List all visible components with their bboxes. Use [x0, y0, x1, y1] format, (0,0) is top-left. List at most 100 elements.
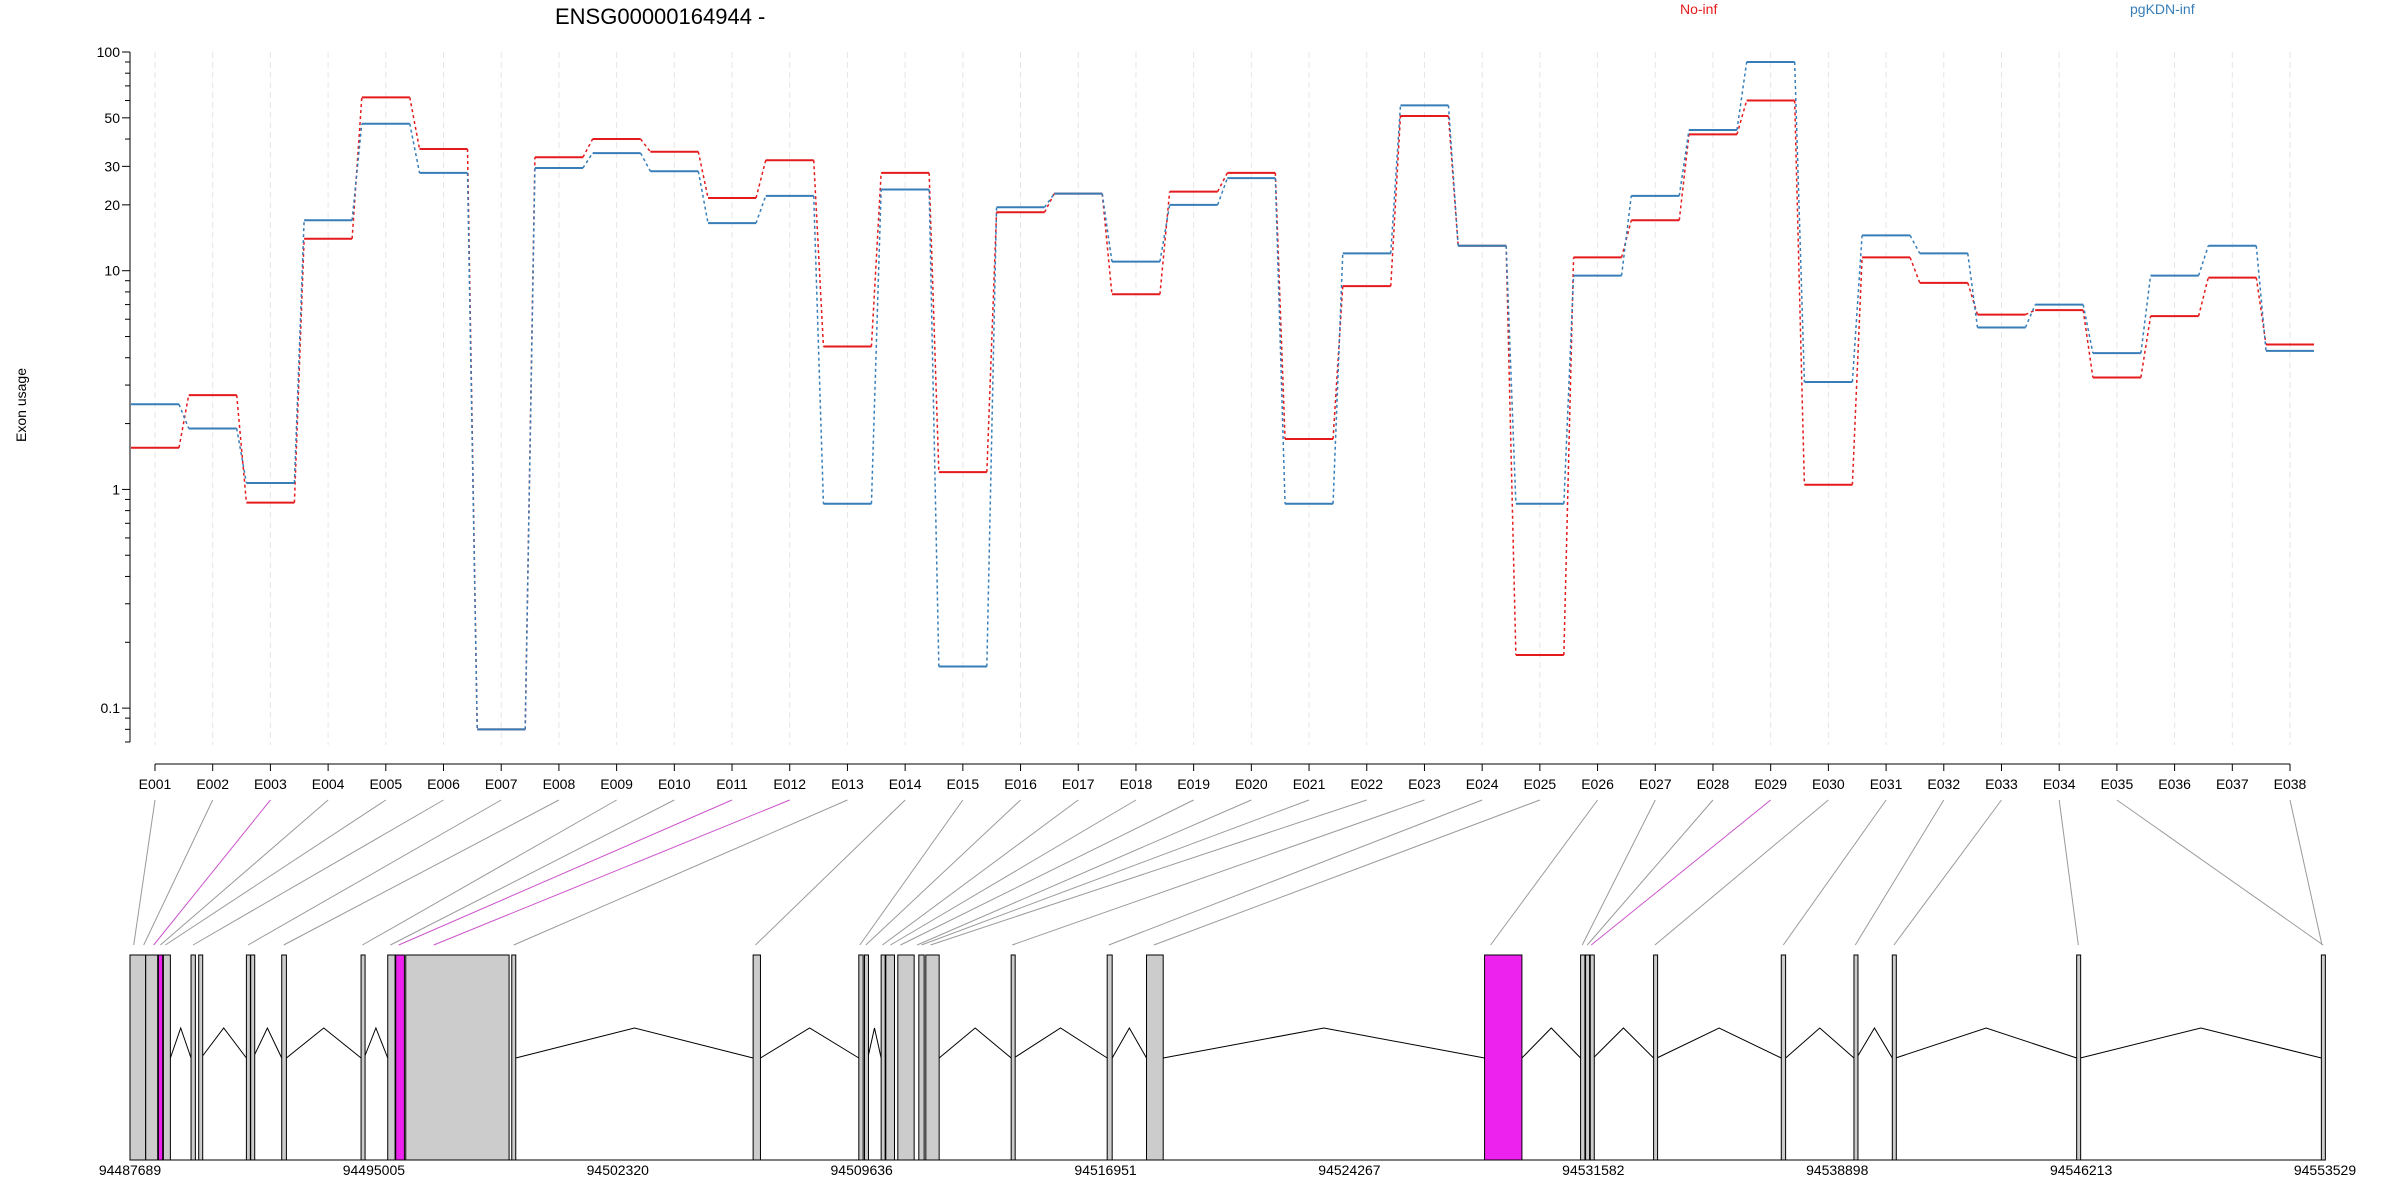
- intron-line: [1656, 1027, 1782, 1059]
- series-1-connector: [2255, 277, 2267, 345]
- series-1-connector: [1390, 115, 1402, 287]
- series-2-connector: [1274, 178, 1286, 504]
- intron-line: [1521, 1027, 1581, 1059]
- exon-label-e002: E002: [196, 776, 229, 792]
- series-1-connector: [2082, 310, 2094, 378]
- exon-label-e017: E017: [1062, 776, 1095, 792]
- series-1-connector: [2025, 309, 2036, 316]
- link-line: [921, 799, 1310, 946]
- exon-label-e015: E015: [946, 776, 979, 792]
- series-2-connector: [812, 195, 825, 504]
- link-line: [153, 799, 271, 946]
- series-1-connector: [1101, 193, 1113, 295]
- coord-tick-label: 94495005: [343, 1162, 406, 1178]
- exon-box-e012: [395, 954, 405, 1161]
- link-line: [1654, 799, 1829, 946]
- series-2-connector: [928, 189, 940, 667]
- series-1-connector: [178, 394, 190, 448]
- series-1-connector: [812, 160, 825, 347]
- link-line: [1012, 799, 1425, 946]
- link-line: [143, 799, 214, 946]
- exon-box-e029: [1589, 954, 1595, 1161]
- intron-line: [760, 1027, 860, 1059]
- intron-line: [1013, 1027, 1108, 1059]
- coord-tick-label: 94524267: [1318, 1162, 1381, 1178]
- intron-line: [1592, 1027, 1654, 1059]
- series-1-connector: [1678, 134, 1690, 221]
- link-line: [133, 799, 156, 946]
- series-1-connector: [1505, 245, 1517, 655]
- series-2-connector: [697, 171, 709, 224]
- exon-box-e009: [281, 954, 287, 1161]
- exon-label-e018: E018: [1120, 776, 1153, 792]
- series-1-connector: [582, 138, 594, 158]
- exon-label-e024: E024: [1466, 776, 1499, 792]
- series-2-connector: [2024, 304, 2036, 328]
- series-2-connector: [178, 404, 190, 429]
- exon-box-e025: [1146, 954, 1164, 1161]
- series-2-connector: [1967, 253, 1979, 328]
- exon-box-e026: [1484, 954, 1523, 1161]
- series-2-connector: [2082, 304, 2094, 354]
- intron-line: [1111, 1026, 1147, 1059]
- series-2-connector: [639, 152, 651, 172]
- series-2-connector: [466, 172, 478, 730]
- series-1-connector: [1274, 172, 1286, 440]
- exon-box-e032: [1853, 954, 1859, 1161]
- exon-box-e014: [511, 954, 517, 1161]
- exon-label-e030: E030: [1812, 776, 1845, 792]
- exon-box-e001: [129, 954, 147, 1161]
- exon-label-e034: E034: [2043, 776, 2076, 792]
- grid-lines: [154, 52, 2291, 745]
- exon-label-e021: E021: [1293, 776, 1326, 792]
- exon-label-e011: E011: [716, 776, 748, 792]
- exon-box-e005: [190, 954, 196, 1161]
- link-line: [865, 799, 1021, 946]
- series-2-connector: [1332, 253, 1344, 504]
- series-1-connector: [697, 151, 709, 199]
- series-2-connector: [755, 195, 767, 224]
- series-2-connector: [1563, 275, 1575, 504]
- exon-box-e006: [198, 954, 204, 1161]
- exon-label-e008: E008: [543, 776, 576, 792]
- link-line: [1590, 799, 1771, 946]
- series-2-connector: [1851, 235, 1863, 382]
- exon-box-e004: [162, 954, 171, 1161]
- series-1-connector: [640, 138, 651, 153]
- exon-label-e016: E016: [1004, 776, 1037, 792]
- exon-label-e003: E003: [254, 776, 287, 792]
- series-2-connector: [1909, 235, 1921, 254]
- chart-title: ENSG00000164944 -: [555, 4, 765, 29]
- series-1-connector: [1909, 257, 1921, 284]
- exon-box-e030: [1653, 954, 1659, 1161]
- y-tick-label: 10: [104, 263, 120, 279]
- exon-label-e038: E038: [2274, 776, 2307, 792]
- intron-line: [200, 1027, 247, 1059]
- exon-box-e020: [897, 954, 915, 1161]
- exon-box-e015: [752, 954, 761, 1161]
- coord-tick-label: 94487689: [99, 1162, 162, 1178]
- link-line: [2116, 799, 2324, 946]
- y-tick-label: 20: [104, 197, 120, 213]
- series-1-connector: [1447, 115, 1459, 246]
- exon-label-e022: E022: [1350, 776, 1383, 792]
- series-2-connector: [2197, 245, 2210, 276]
- series-2-connector: [1678, 129, 1690, 196]
- link-line: [930, 799, 1367, 946]
- link-line: [165, 799, 387, 946]
- exon-label-e023: E023: [1408, 776, 1441, 792]
- series-1-connector: [1967, 282, 1979, 315]
- link-line: [247, 799, 502, 946]
- link-line: [2289, 799, 2323, 946]
- series-2-connector: [1736, 61, 1748, 131]
- series-2-connector: [351, 123, 363, 221]
- series-2: [131, 61, 2314, 731]
- exon-box-e022: [925, 954, 940, 1161]
- series-2-connector: [409, 123, 421, 174]
- coord-tick-label: 94509636: [831, 1162, 894, 1178]
- link-line: [755, 799, 906, 946]
- exon-label-e029: E029: [1754, 776, 1787, 792]
- link-line: [362, 799, 617, 946]
- series-2-connector: [1216, 177, 1229, 206]
